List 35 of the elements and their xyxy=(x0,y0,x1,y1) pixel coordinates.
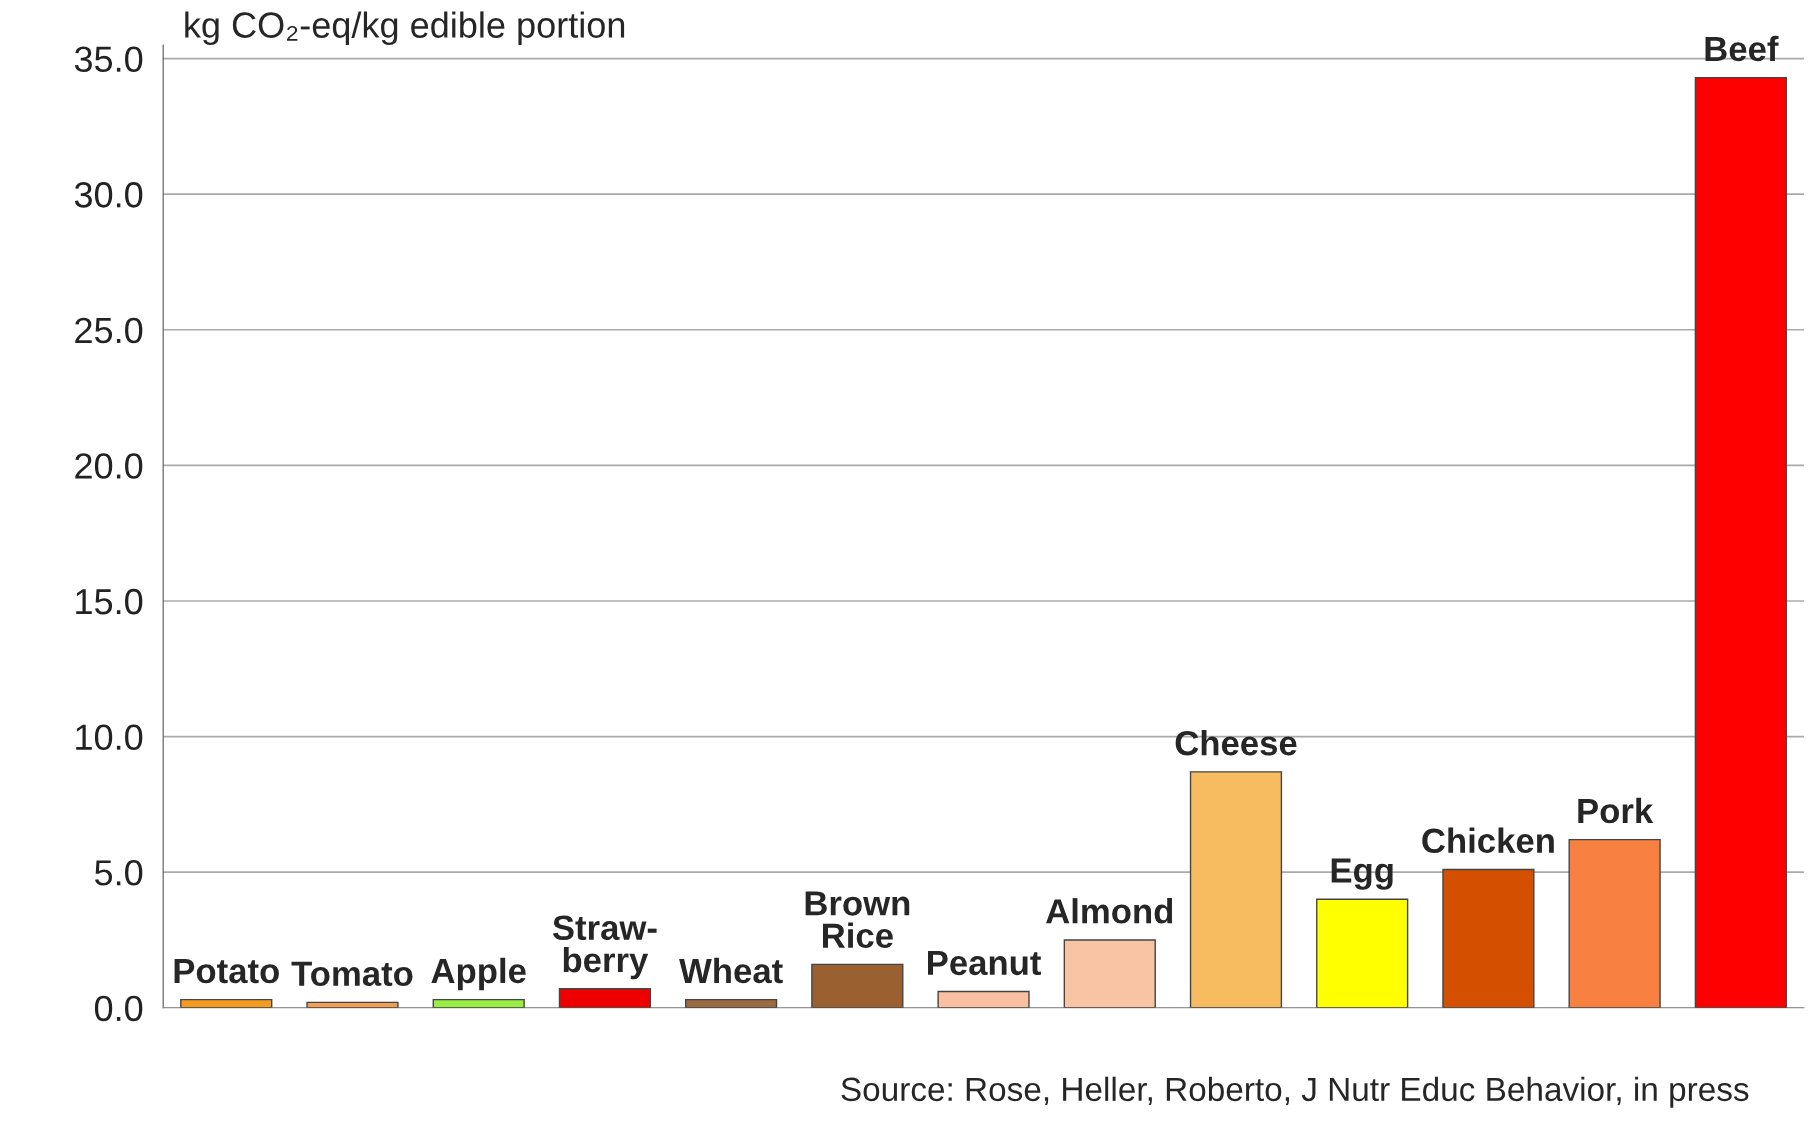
x-tick-label: Brown Rice xyxy=(805,891,910,949)
x-tick-label: Potato xyxy=(174,959,279,984)
bar xyxy=(684,998,778,1008)
y-tick-label: 15.0 xyxy=(76,588,143,615)
bar xyxy=(1316,898,1409,1008)
y-tick-label: 10.0 xyxy=(76,724,143,751)
bar xyxy=(1189,771,1283,1008)
x-tick-label: Almond xyxy=(1046,898,1173,924)
y-tick-label: 35.0 xyxy=(74,46,143,73)
bar xyxy=(1442,868,1535,1008)
bar xyxy=(1063,939,1156,1008)
x-tick-label: Peanut xyxy=(928,950,1042,976)
bar xyxy=(180,998,273,1008)
bar xyxy=(937,990,1030,1008)
y-tick-label: 25.0 xyxy=(75,317,143,344)
y-tick-label: 5.0 xyxy=(94,860,143,886)
bar xyxy=(432,998,525,1008)
source-note: Source: Rose, Heller, Roberto, J Nutr Educ Behavior, in press xyxy=(841,1076,1749,1108)
x-tick-label: Wheat xyxy=(679,957,783,984)
bar xyxy=(811,963,904,1008)
x-tick-label: Tomato xyxy=(291,961,413,986)
y-tick-label: 20.0 xyxy=(75,453,143,479)
x-tick-label: Chicken xyxy=(1422,827,1554,854)
y-tick-label: 0.0 xyxy=(94,995,143,1022)
x-tick-label: Apple xyxy=(431,957,526,991)
bar xyxy=(1568,838,1661,1008)
x-tick-label: Pork xyxy=(1578,797,1654,824)
x-tick-label: Beef xyxy=(1705,35,1779,62)
x-tick-label: Egg xyxy=(1331,858,1393,890)
x-tick-label: Straw- berry xyxy=(552,915,657,980)
bar xyxy=(558,988,652,1008)
y-axis-title: kg CO₂-eq/kg edible portion xyxy=(185,11,625,46)
y-tick-label: 30.0 xyxy=(74,182,143,208)
x-tick-label: Cheese xyxy=(1175,729,1297,756)
bar xyxy=(1694,76,1787,1008)
